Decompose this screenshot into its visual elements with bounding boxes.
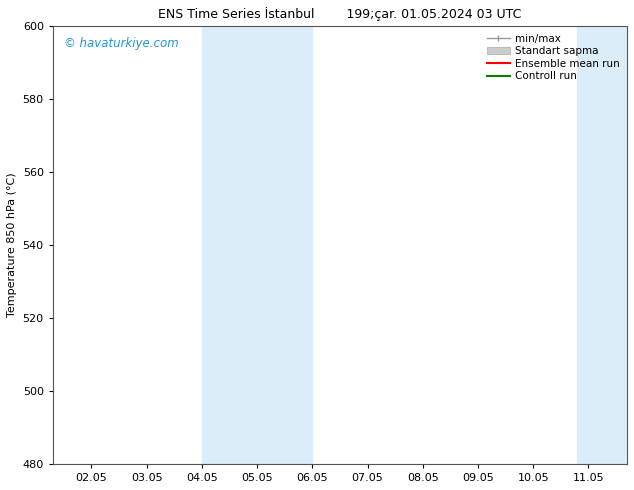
Bar xyxy=(202,26,313,464)
Legend: min/max, Standart sapma, Ensemble mean run, Controll run: min/max, Standart sapma, Ensemble mean r… xyxy=(485,31,622,83)
Title: ENS Time Series İstanbul        199;çar. 01.05.2024 03 UTC: ENS Time Series İstanbul 199;çar. 01.05.… xyxy=(158,7,522,21)
Y-axis label: Temperature 850 hPa (°C): Temperature 850 hPa (°C) xyxy=(7,173,17,318)
Bar xyxy=(578,26,627,464)
Text: © havaturkiye.com: © havaturkiye.com xyxy=(64,37,179,50)
